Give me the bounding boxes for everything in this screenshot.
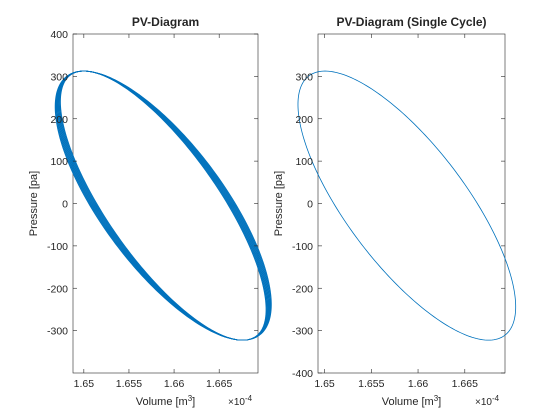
pv-diagram-title: PV-Diagram xyxy=(132,15,199,29)
pv-diagram-y-tick-label: 0 xyxy=(62,199,68,211)
pv-diagram-x-exponent: ×10-4 xyxy=(228,394,253,409)
pv-diagram-y-tick-label: 200 xyxy=(50,114,68,126)
pv-single-cycle-y-tick-label: -400 xyxy=(292,368,313,380)
pv-single-cycle-y-tick-label: 100 xyxy=(295,156,313,168)
pv-single-cycle-x-axis-label: Volume [m3] xyxy=(382,394,441,409)
pv-single-cycle-title: PV-Diagram (Single Cycle) xyxy=(336,15,486,29)
pv-single-cycle-x-tick-label: 1.65 xyxy=(314,378,335,390)
pv-single-cycle-y-axis-label: Pressure [pa] xyxy=(273,171,285,236)
pv-single-cycle-y-tick-label: 200 xyxy=(295,114,313,126)
pv-diagram-single-cycle-plot: 1.65 1.655 1.66 1.665 -400 -300 -200 -100 0 100 20… xyxy=(273,15,517,409)
pv-single-cycle-axes-box xyxy=(317,33,506,374)
pv-single-cycle-y-tick-label: 0 xyxy=(307,199,313,211)
pv-diagram-series xyxy=(54,70,272,341)
pv-single-cycle-ticks: 1.65 1.655 1.66 1.665 -400 -300 -200 -100 0 100 20… xyxy=(292,34,505,390)
pv-single-cycle-y-tick-label: -100 xyxy=(292,241,313,253)
pv-single-cycle-x-tick-label: 1.655 xyxy=(358,378,384,390)
pv-diagram-y-tick-label: 400 xyxy=(50,29,68,41)
pv-diagram-cycle-line xyxy=(54,70,272,341)
pv-single-cycle-y-tick-label: -200 xyxy=(292,283,313,295)
pv-diagram-y-tick-label: 100 xyxy=(50,156,68,168)
pv-diagram-x-tick-label: 1.66 xyxy=(164,378,185,390)
pv-diagram-y-axis-label: Pressure [pa] xyxy=(28,171,40,236)
pv-diagram-x-tick-label: 1.665 xyxy=(206,378,232,390)
pv-diagram-y-tick-label: -100 xyxy=(47,241,68,253)
pv-single-cycle-cycle-line xyxy=(297,70,517,341)
pv-diagram-x-axis-label: Volume [m3] xyxy=(136,394,195,409)
pv-single-cycle-y-tick-label: -300 xyxy=(292,326,313,338)
pv-single-cycle-x-tick-label: 1.66 xyxy=(408,378,429,390)
pv-diagram-x-tick-label: 1.655 xyxy=(116,378,142,390)
pv-diagram-y-tick-label: -300 xyxy=(47,326,68,338)
pv-single-cycle-y-tick-label: 300 xyxy=(295,71,313,83)
pv-diagram-y-tick-label: -200 xyxy=(47,283,68,295)
pv-diagram-plot: 1.65 1.655 1.66 1.665 -300 -200 -100 0 100 200 300… xyxy=(28,15,272,409)
pv-single-cycle-series xyxy=(297,70,517,341)
pv-diagram-ticks: 1.65 1.655 1.66 1.665 -300 -200 -100 0 100 200 300… xyxy=(47,29,258,390)
pv-single-cycle-x-tick-label: 1.665 xyxy=(452,378,478,390)
pv-diagram-x-tick-label: 1.65 xyxy=(74,378,95,390)
pv-diagram-y-tick-label: 300 xyxy=(50,71,68,83)
pv-single-cycle-x-exponent: ×10-4 xyxy=(475,394,500,409)
